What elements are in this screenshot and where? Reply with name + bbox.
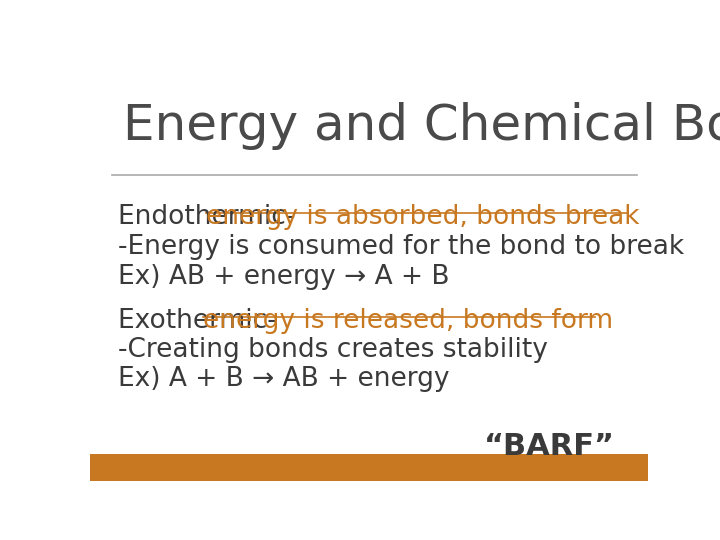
Text: Ex) A + B → AB + energy: Ex) A + B → AB + energy (118, 366, 449, 392)
Text: Exothermic-: Exothermic- (118, 308, 294, 334)
Text: energy is absorbed, bonds break: energy is absorbed, bonds break (206, 204, 639, 230)
Text: -Creating bonds creates stability: -Creating bonds creates stability (118, 337, 548, 363)
FancyBboxPatch shape (90, 454, 648, 481)
Text: Ex) AB + energy → A + B: Ex) AB + energy → A + B (118, 264, 449, 289)
Text: energy is released, bonds form: energy is released, bonds form (203, 308, 613, 334)
Text: “BARF”: “BARF” (484, 431, 615, 461)
Text: -Energy is consumed for the bond to break: -Energy is consumed for the bond to brea… (118, 234, 684, 260)
Text: Endothermic-: Endothermic- (118, 204, 312, 230)
Text: Energy and Chemical Bonds: Energy and Chemical Bonds (124, 102, 720, 150)
